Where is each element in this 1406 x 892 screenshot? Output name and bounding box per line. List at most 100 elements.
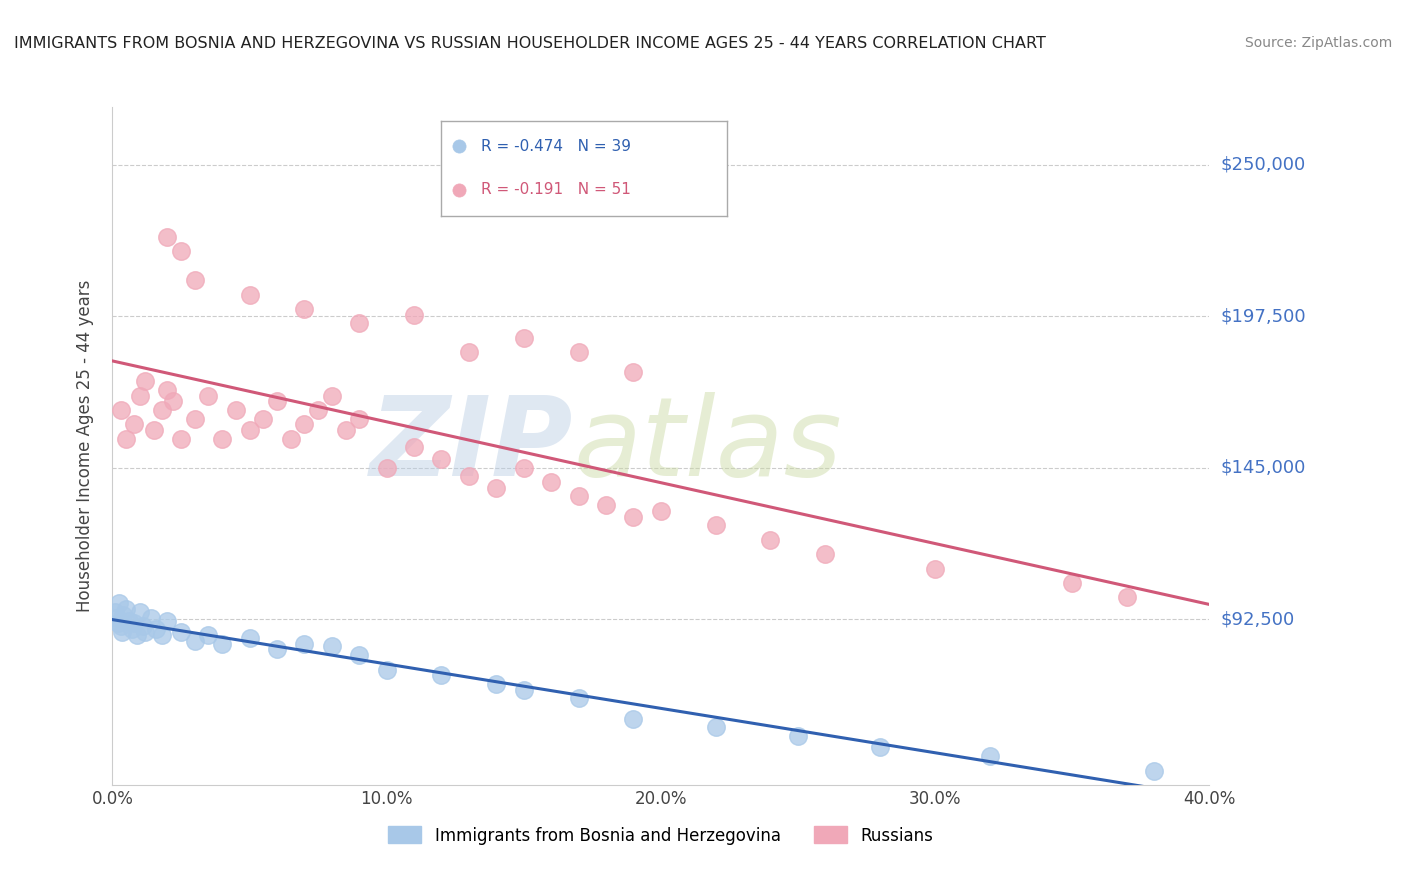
Point — [869, 740, 891, 755]
Point — [129, 605, 152, 619]
Point — [104, 605, 127, 619]
Point — [568, 490, 591, 504]
Point — [513, 460, 536, 475]
Point — [759, 533, 782, 547]
Point — [115, 432, 138, 446]
Point — [134, 625, 156, 640]
Point — [107, 616, 129, 631]
Point — [156, 383, 179, 397]
Point — [704, 720, 727, 734]
Point — [127, 628, 149, 642]
Point — [225, 403, 247, 417]
Point — [150, 628, 173, 642]
Text: Source: ZipAtlas.com: Source: ZipAtlas.com — [1244, 36, 1392, 50]
Point — [170, 244, 193, 259]
Point — [142, 423, 165, 437]
Legend: Immigrants from Bosnia and Herzegovina, Russians: Immigrants from Bosnia and Herzegovina, … — [381, 820, 941, 851]
Point — [292, 637, 315, 651]
Point — [105, 610, 128, 624]
Point — [111, 625, 134, 640]
Point — [485, 677, 508, 691]
Text: $197,500: $197,500 — [1220, 307, 1306, 326]
Point — [129, 388, 152, 402]
Point — [145, 622, 167, 636]
Point — [108, 596, 131, 610]
Point — [197, 388, 219, 402]
Point — [704, 518, 727, 533]
Point — [131, 619, 153, 633]
Point — [118, 614, 141, 628]
Point — [307, 403, 329, 417]
Point — [110, 403, 132, 417]
Point — [121, 622, 143, 636]
Point — [1116, 591, 1139, 605]
Point — [349, 317, 371, 331]
Y-axis label: Householder Income Ages 25 - 44 years: Householder Income Ages 25 - 44 years — [76, 280, 94, 612]
Point — [321, 640, 343, 654]
Point — [156, 614, 179, 628]
Point — [150, 403, 173, 417]
Point — [252, 411, 274, 425]
Point — [375, 460, 398, 475]
Point — [280, 432, 302, 446]
Point — [513, 682, 536, 697]
Point — [239, 631, 262, 645]
Point — [430, 452, 453, 467]
Point — [349, 411, 371, 425]
Point — [621, 366, 644, 380]
Point — [621, 509, 644, 524]
Text: IMMIGRANTS FROM BOSNIA AND HERZEGOVINA VS RUSSIAN HOUSEHOLDER INCOME AGES 25 - 4: IMMIGRANTS FROM BOSNIA AND HERZEGOVINA V… — [14, 36, 1046, 51]
Point — [1143, 764, 1166, 778]
Point — [183, 411, 207, 425]
Point — [139, 610, 162, 624]
Point — [568, 345, 591, 359]
Point — [239, 423, 262, 437]
Point — [924, 561, 946, 575]
Point — [375, 663, 398, 677]
Point — [183, 273, 207, 287]
Point — [156, 230, 179, 244]
Point — [134, 374, 156, 388]
Point — [814, 547, 837, 561]
Point — [458, 345, 481, 359]
Point — [292, 417, 315, 432]
Point — [458, 469, 481, 483]
Point — [540, 475, 562, 489]
Point — [211, 637, 233, 651]
Point — [115, 602, 138, 616]
Point — [110, 619, 132, 633]
Point — [292, 301, 315, 316]
Point — [266, 642, 288, 657]
Point — [335, 423, 357, 437]
Text: $145,000: $145,000 — [1220, 458, 1306, 476]
Point — [197, 628, 219, 642]
Point — [211, 432, 233, 446]
Point — [404, 441, 426, 455]
Point — [595, 498, 617, 512]
Point — [349, 648, 371, 662]
Point — [239, 287, 262, 301]
Point — [321, 388, 343, 402]
Point — [513, 331, 536, 345]
Text: $250,000: $250,000 — [1220, 156, 1306, 174]
Point — [1062, 576, 1084, 591]
Point — [112, 607, 135, 622]
Point — [266, 394, 288, 409]
Point — [170, 432, 193, 446]
Point — [404, 308, 426, 322]
Text: atlas: atlas — [574, 392, 842, 500]
Point — [568, 691, 591, 706]
Point — [979, 749, 1001, 764]
Point — [787, 729, 810, 743]
Point — [621, 712, 644, 726]
Point — [650, 504, 672, 518]
Text: $92,500: $92,500 — [1220, 610, 1295, 628]
Point — [124, 616, 146, 631]
Point — [485, 481, 508, 495]
Point — [162, 394, 184, 409]
Text: ZIP: ZIP — [370, 392, 574, 500]
Point — [430, 668, 453, 682]
Point — [124, 417, 146, 432]
Point — [170, 625, 193, 640]
Point — [183, 633, 207, 648]
